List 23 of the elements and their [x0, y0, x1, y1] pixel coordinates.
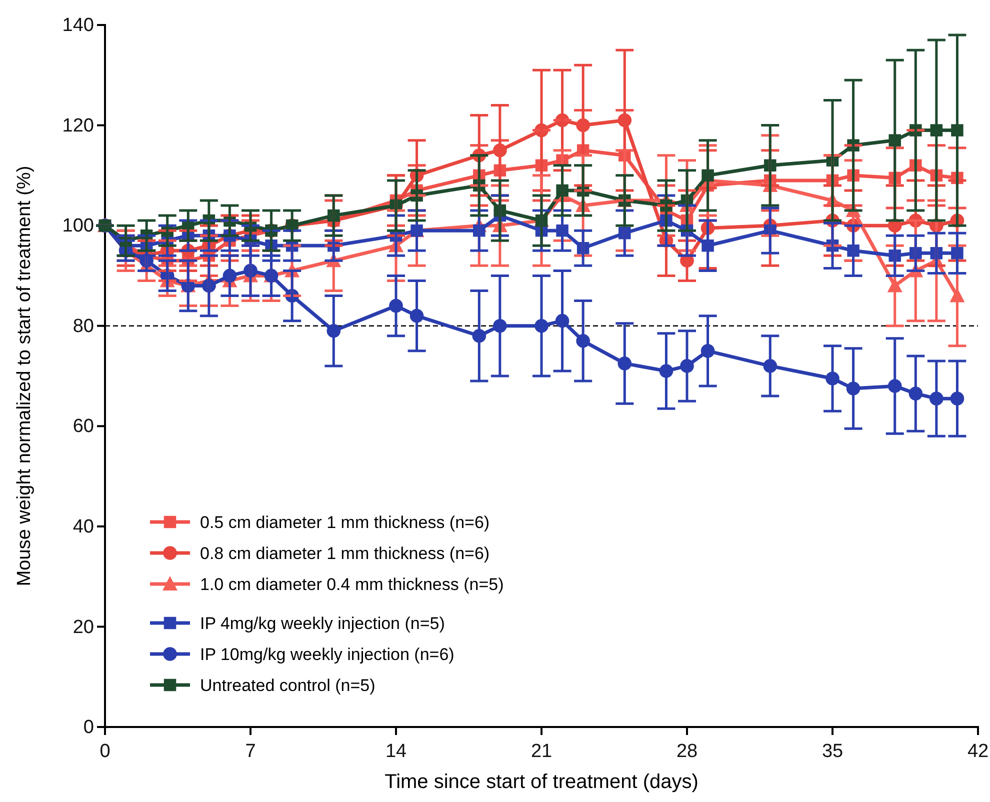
x-tick-label: 42: [967, 741, 989, 762]
x-tick-label: 0: [100, 741, 110, 762]
x-tick-label: 14: [385, 741, 407, 762]
legend-label: Untreated control (n=5): [200, 676, 376, 695]
y-tick-label: 40: [72, 516, 94, 538]
y-tick-label: 80: [72, 316, 94, 337]
y-tick-label: 60: [72, 416, 94, 438]
x-tick-label: 28: [676, 741, 698, 762]
legend-label: 0.8 cm diameter 1 mm thickness (n=6): [200, 544, 490, 563]
legend-label: IP 10mg/kg weekly injection (n=6): [200, 644, 454, 664]
y-tick-label: 120: [62, 115, 94, 136]
legend-label: 0.5 cm diameter 1 mm thickness (n=6): [200, 512, 490, 532]
y-tick-label: 20: [72, 616, 94, 638]
y-axis-title: Mouse weight normalized to start of treatment (%): [14, 166, 35, 586]
y-tick-label: 100: [62, 216, 94, 237]
legend-label: 1.0 cm diameter 0.4 mm thickness (n=5): [200, 574, 504, 594]
x-tick-label: 35: [822, 741, 844, 762]
x-tick-label: 21: [530, 741, 552, 762]
y-tick-label: 0: [83, 717, 94, 738]
legend-label: IP 4mg/kg weekly injection (n=5): [200, 614, 445, 633]
y-tick-label: 140: [62, 15, 94, 36]
x-axis-title: Time since start of treatment (days): [384, 771, 698, 793]
x-tick-label: 7: [245, 741, 256, 762]
